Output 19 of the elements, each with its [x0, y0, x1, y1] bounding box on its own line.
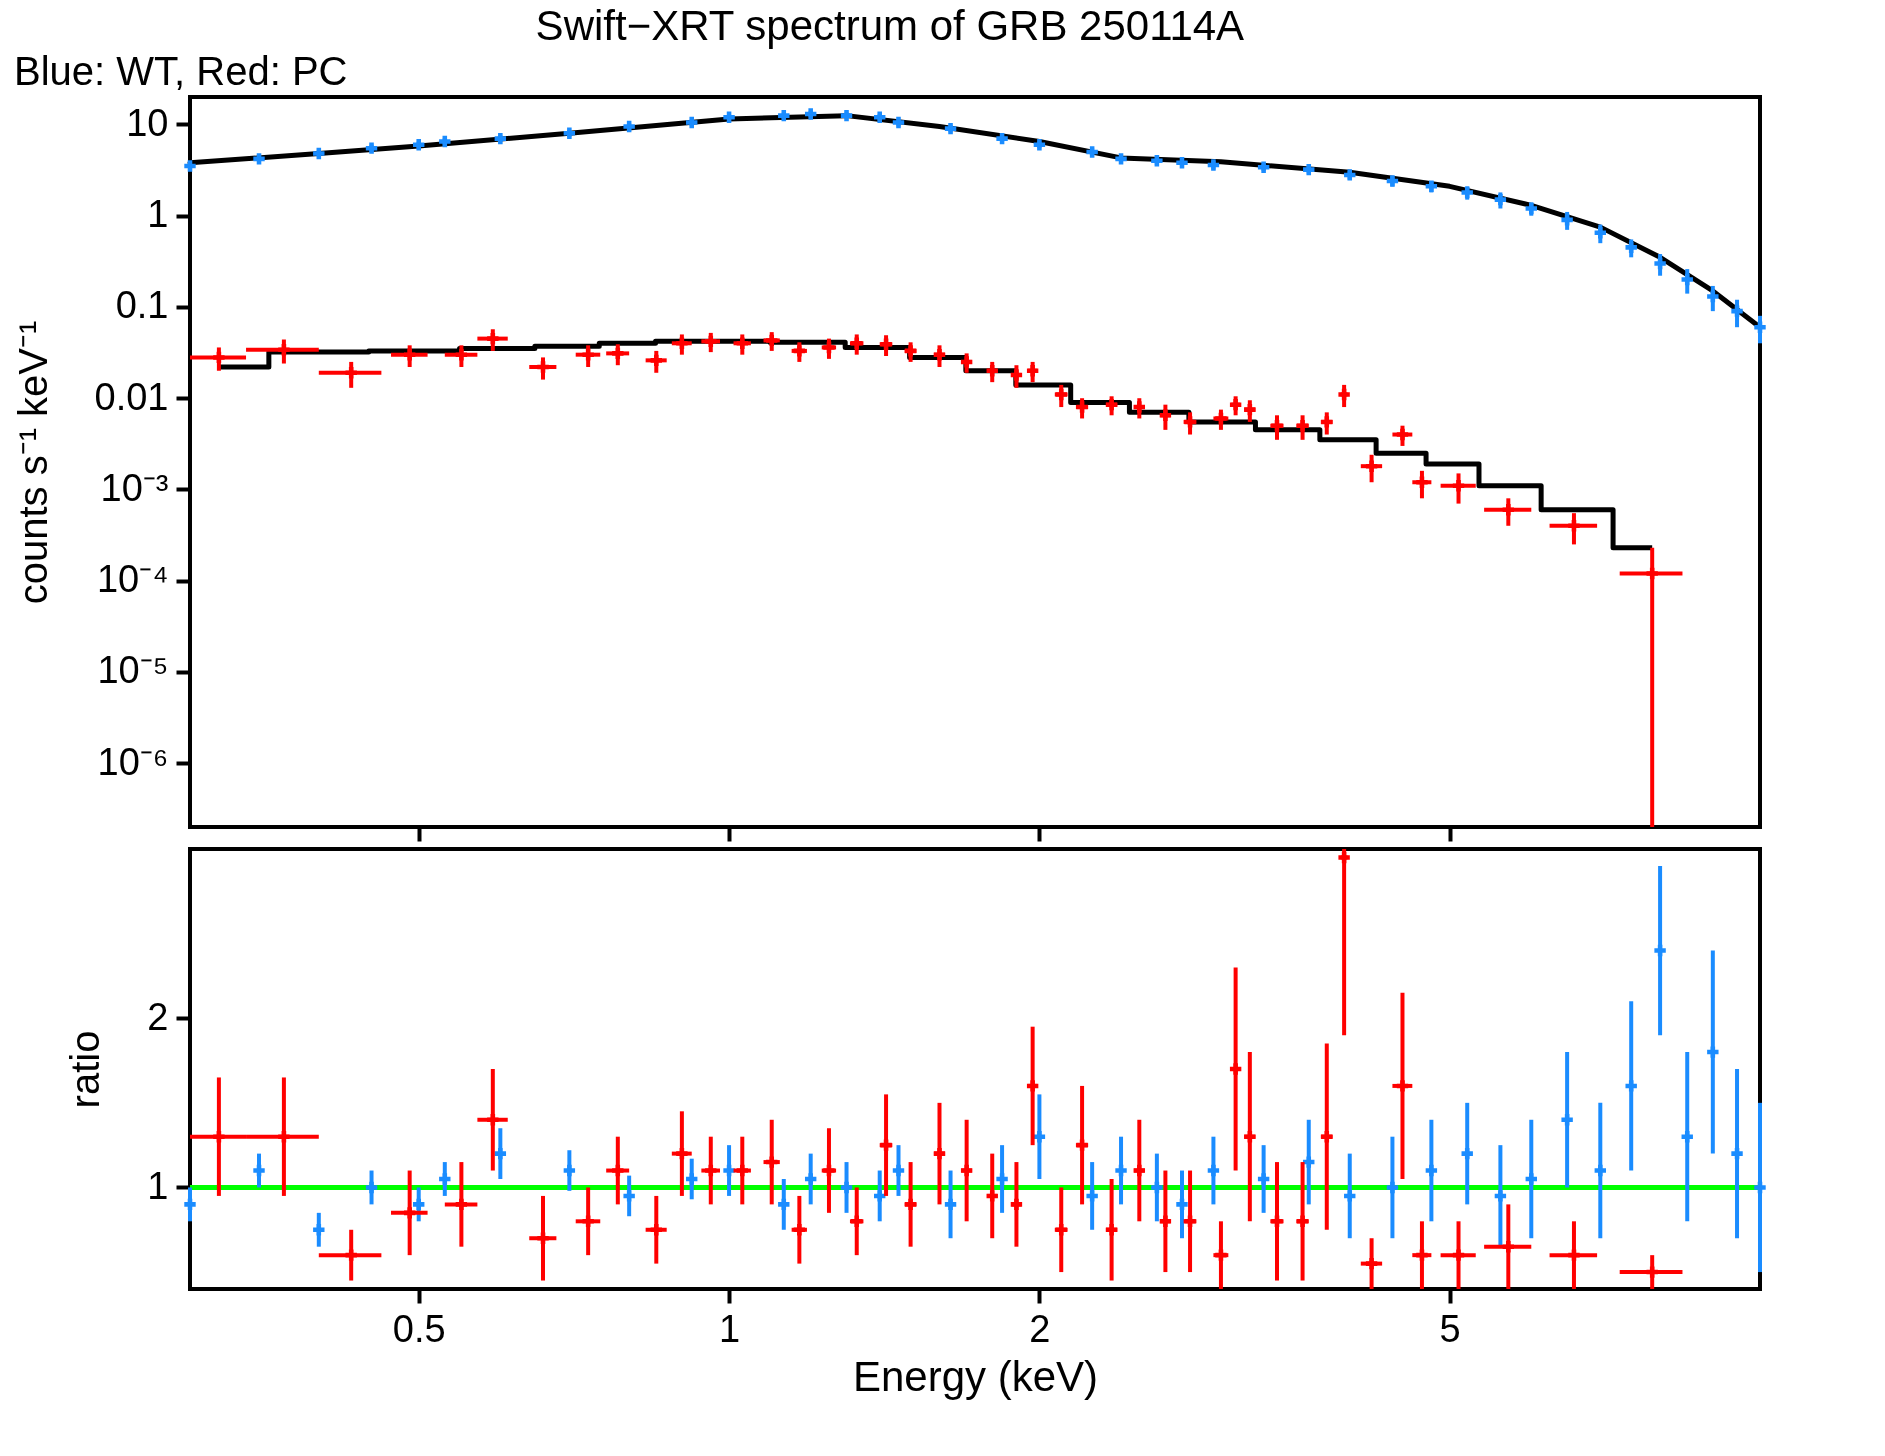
- y-axis-title: counts s⁻¹ keV⁻¹: [10, 320, 55, 605]
- y-tick-label: 2: [147, 995, 169, 1038]
- y-tick-label: 10⁻⁴: [96, 558, 169, 601]
- y-tick-label: 10⁻⁵: [97, 649, 169, 692]
- x-axis-title: Energy (keV): [852, 1352, 1099, 1400]
- y-tick-label: 1: [147, 193, 169, 236]
- x-tick-label: 0.5: [392, 1307, 446, 1350]
- y-tick-label: 0.01: [94, 375, 169, 418]
- y-tick-label: 1: [147, 1164, 169, 1207]
- y-axis-title: ratio: [63, 1030, 108, 1109]
- y-tick-label: 10⁻³: [100, 466, 169, 509]
- x-tick-label: 2: [1029, 1307, 1051, 1350]
- chart-title: Swift−XRT spectrum of GRB 250114A: [535, 2, 1245, 49]
- x-tick-label: 5: [1439, 1307, 1461, 1350]
- x-tick-label: 1: [718, 1307, 741, 1350]
- chart-subtitle: Blue: WT, Red: PC: [14, 49, 348, 93]
- y-tick-label: 0.1: [115, 284, 169, 327]
- y-tick-label: 10⁻⁶: [97, 740, 169, 783]
- y-tick-label: 10: [126, 101, 169, 144]
